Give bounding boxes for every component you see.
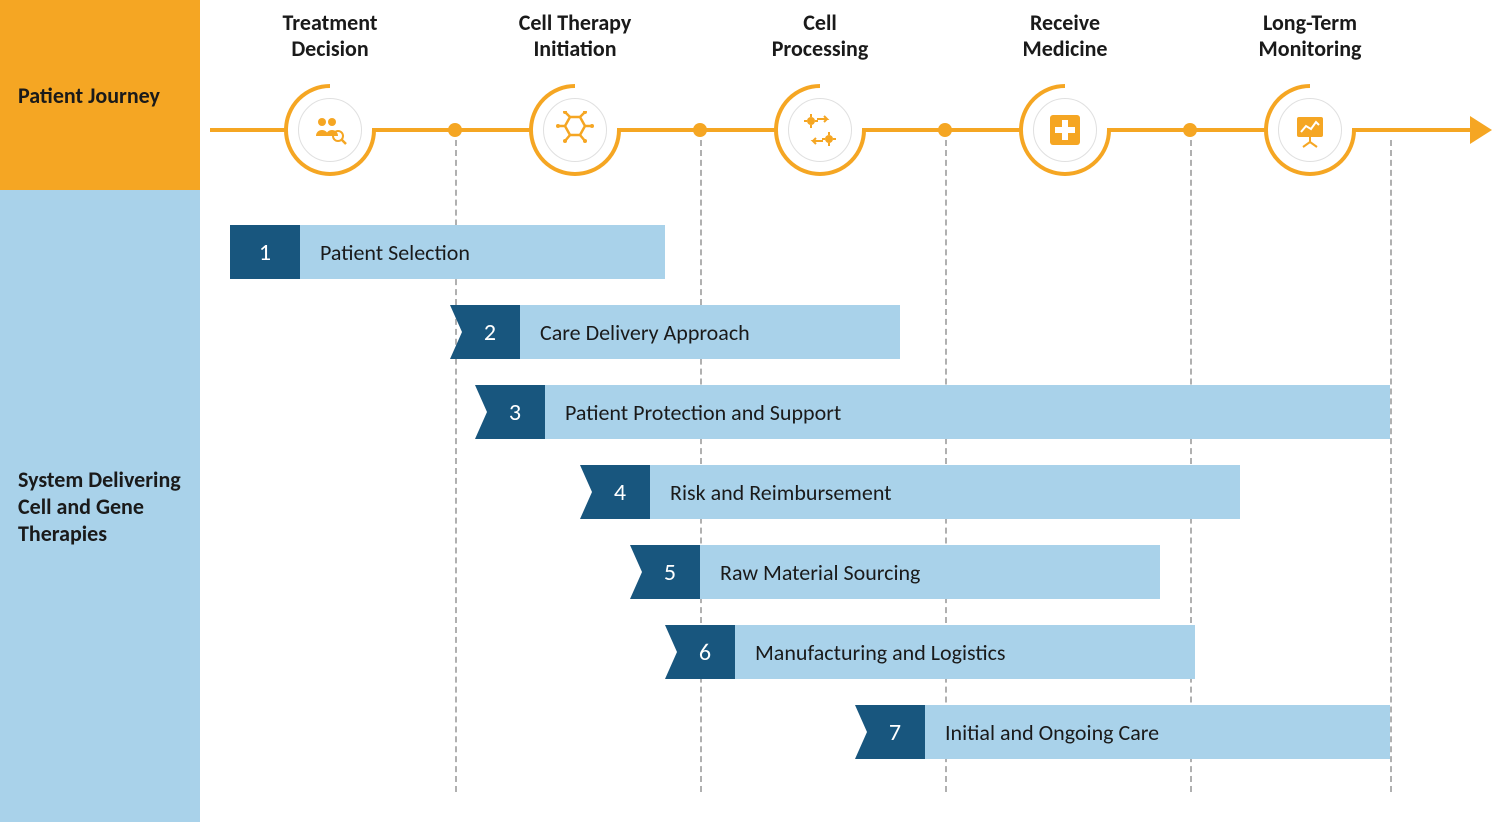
system-bar-3: 3Patient Protection and Support — [475, 385, 1390, 439]
timeline-segment — [700, 128, 778, 132]
bar-number: 7 — [855, 705, 925, 759]
stage-icon-2 — [529, 84, 621, 176]
timeline-segment — [1107, 128, 1190, 132]
gears-loop-icon — [801, 111, 839, 149]
dashed-divider — [1390, 140, 1392, 792]
patient-journey-text: Patient Journey — [18, 82, 160, 109]
stage-icon-circle — [543, 98, 607, 162]
diagram-canvas: Patient Journey System Delivering Cell an… — [0, 0, 1500, 822]
bar-label: Risk and Reimbursement — [650, 465, 1240, 519]
stage-icon-3 — [774, 84, 866, 176]
system-bar-4: 4Risk and Reimbursement — [580, 465, 1240, 519]
system-bar-6: 6Manufacturing and Logistics — [665, 625, 1195, 679]
system-delivering-label: System Delivering Cell and Gene Therapie… — [0, 190, 200, 822]
bar-number: 6 — [665, 625, 735, 679]
bar-label: Care Delivery Approach — [520, 305, 900, 359]
timeline-segment — [372, 128, 455, 132]
people-search-icon — [312, 112, 348, 148]
stage-title-2: Cell TherapyInitiation — [475, 10, 675, 63]
stage-title-line2: Decision — [230, 36, 430, 62]
stage-title-line1: Cell — [720, 10, 920, 36]
stage-icon-circle — [1278, 98, 1342, 162]
stage-icon-circle — [1033, 98, 1097, 162]
stage-icon-1 — [284, 84, 376, 176]
system-bar-2: 2Care Delivery Approach — [450, 305, 900, 359]
system-delivering-text: System Delivering Cell and Gene Therapie… — [18, 466, 182, 547]
bar-number: 2 — [450, 305, 520, 359]
stage-icon-circle — [298, 98, 362, 162]
bar-number: 3 — [475, 385, 545, 439]
stage-title-5: Long-TermMonitoring — [1210, 10, 1410, 63]
stage-title-line2: Processing — [720, 36, 920, 62]
bar-label: Initial and Ongoing Care — [925, 705, 1390, 759]
timeline-segment — [1352, 128, 1470, 132]
system-bar-1: 1Patient Selection — [230, 225, 665, 279]
timeline-segment — [862, 128, 945, 132]
bar-label: Raw Material Sourcing — [700, 545, 1160, 599]
stage-icon-circle — [788, 98, 852, 162]
bar-number: 4 — [580, 465, 650, 519]
stage-title-line2: Medicine — [965, 36, 1165, 62]
stage-icon-4 — [1019, 84, 1111, 176]
timeline-segment — [210, 128, 288, 132]
patient-journey-label: Patient Journey — [0, 0, 200, 190]
molecule-icon — [556, 111, 594, 149]
stage-title-line2: Monitoring — [1210, 36, 1410, 62]
bar-label: Patient Selection — [300, 225, 665, 279]
stage-title-line2: Initiation — [475, 36, 675, 62]
chart-board-icon — [1292, 112, 1328, 148]
stage-title-3: CellProcessing — [720, 10, 920, 63]
timeline-arrowhead — [1470, 116, 1492, 144]
stage-title-line1: Treatment — [230, 10, 430, 36]
timeline-segment — [617, 128, 700, 132]
bar-number: 5 — [630, 545, 700, 599]
system-bar-7: 7Initial and Ongoing Care — [855, 705, 1390, 759]
timeline-segment — [1190, 128, 1268, 132]
medical-cross-icon — [1048, 113, 1082, 147]
system-bar-5: 5Raw Material Sourcing — [630, 545, 1160, 599]
stage-title-4: ReceiveMedicine — [965, 10, 1165, 63]
bar-number: 1 — [230, 225, 300, 279]
stage-title-1: TreatmentDecision — [230, 10, 430, 63]
stage-title-line1: Cell Therapy — [475, 10, 675, 36]
stage-icon-5 — [1264, 84, 1356, 176]
stage-title-line1: Long-Term — [1210, 10, 1410, 36]
bar-label: Patient Protection and Support — [545, 385, 1390, 439]
timeline-segment — [455, 128, 533, 132]
stage-title-line1: Receive — [965, 10, 1165, 36]
bar-label: Manufacturing and Logistics — [735, 625, 1195, 679]
timeline-segment — [945, 128, 1023, 132]
